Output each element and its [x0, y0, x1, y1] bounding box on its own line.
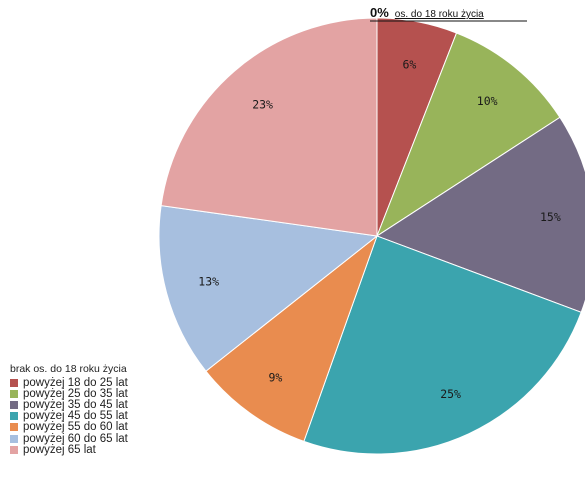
zero-slice-label: os. do 18 roku życia [394, 9, 484, 20]
slice-value-label: 9% [268, 371, 282, 385]
legend-swatch [10, 378, 18, 387]
legend-item: powyżej 65 lat [10, 443, 128, 456]
legend-item: powyżej 55 do 60 lat [10, 421, 128, 434]
legend-label: powyżej 65 lat [23, 443, 96, 456]
legend-item: powyżej 60 do 65 lat [10, 432, 128, 445]
legend-swatch [10, 434, 18, 443]
legend-label: powyżej 35 do 45 lat [23, 398, 128, 411]
legend-swatch [10, 412, 18, 421]
pie-slice [303, 235, 582, 455]
legend-label: powyżej 25 do 35 lat [23, 387, 128, 400]
legend-label: powyżej 45 do 55 lat [23, 410, 128, 423]
pie-slice [205, 234, 379, 442]
legend-swatch [10, 400, 18, 409]
legend-item: powyżej 35 do 45 lat [10, 398, 128, 411]
pie-slice [158, 205, 379, 372]
legend-swatch [10, 389, 18, 398]
slice-value-label: 25% [440, 387, 461, 401]
slice-value-label: 15% [540, 210, 561, 224]
legend-label: powyżej 60 do 65 lat [23, 432, 128, 445]
legend-item: powyżej 25 do 35 lat [10, 387, 128, 400]
legend-swatch [10, 423, 18, 432]
legend-label: powyżej 18 do 25 lat [23, 376, 128, 389]
legend-item: powyżej 18 do 25 lat [10, 376, 128, 389]
zero-slice-percent: 0% [370, 5, 389, 20]
pie-slice [160, 17, 378, 237]
legend: brak os. do 18 roku życia powyżej 18 do … [10, 363, 128, 456]
slice-value-label: 10% [477, 94, 498, 108]
legend-swatch [10, 445, 18, 454]
legend-label: powyżej 55 do 60 lat [23, 421, 128, 434]
legend-header: brak os. do 18 roku życia [10, 363, 127, 375]
slice-value-label: 23% [252, 97, 273, 111]
slice-value-label: 6% [402, 58, 416, 72]
pie-slice [375, 32, 561, 238]
legend-item: powyżej 45 do 55 lat [10, 410, 128, 423]
slice-value-label: 13% [198, 275, 219, 289]
pie-slice [375, 116, 585, 313]
zero-slice-annotation: 0% os. do 18 roku życia [370, 5, 484, 20]
